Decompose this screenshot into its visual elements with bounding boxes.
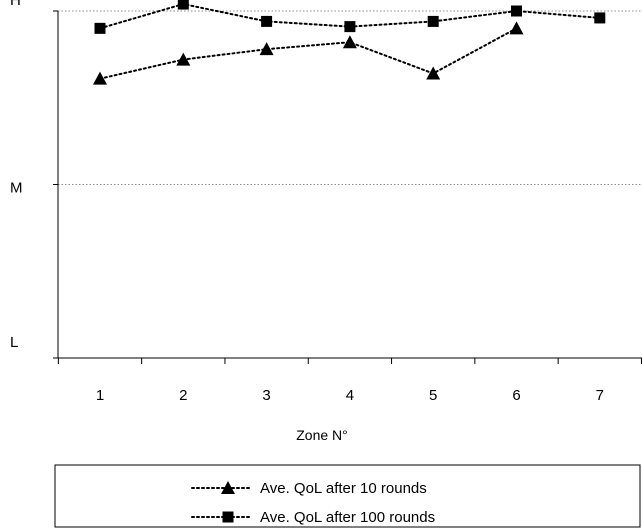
- legend-marker-1: [221, 481, 235, 494]
- series-1-point-4: [342, 35, 357, 49]
- series-2-point-3: [261, 15, 273, 27]
- y-tick-label-m: M: [10, 180, 23, 197]
- x-tick-labels: 1 2 3 4 5 6 7: [96, 387, 604, 404]
- x-tick-label-7: 7: [596, 387, 604, 404]
- y-tick-label-l: L: [10, 334, 18, 351]
- legend-label-1: Ave. QoL after 10 rounds: [260, 480, 427, 497]
- legend-box: [54, 464, 641, 528]
- x-tick-label-6: 6: [512, 387, 520, 404]
- series-1-point-3: [259, 42, 274, 56]
- x-axis-title: Zone N°: [296, 427, 348, 443]
- series-2-point-7: [594, 12, 606, 24]
- grid-layer: [58, 10, 642, 185]
- series-1-point-6: [509, 21, 524, 35]
- series-2-point-2: [177, 0, 189, 10]
- x-tick-label-4: 4: [346, 387, 354, 404]
- series-1: [93, 21, 524, 85]
- legend-item-1: Ave. QoL after 10 rounds: [191, 480, 427, 497]
- x-tick-label-2: 2: [179, 387, 187, 404]
- x-tick-label-3: 3: [262, 387, 270, 404]
- y-tick-labels: H M L: [10, 0, 23, 351]
- series-2: [94, 0, 606, 34]
- x-tick-label-1: 1: [96, 387, 104, 404]
- series-2-point-6: [511, 5, 522, 17]
- legend: Ave. QoL after 10 rounds Ave. QoL after 1…: [54, 464, 641, 528]
- series-1-point-5: [426, 66, 441, 80]
- legend-item-2: Ave. QoL after 100 rounds: [191, 509, 435, 526]
- series-2-point-4: [344, 21, 356, 33]
- series-1-line: [99, 27, 518, 80]
- series-2-point-1: [94, 22, 106, 34]
- y-tick-label-h: H: [10, 0, 21, 9]
- series-1-point-2: [176, 52, 191, 66]
- series-2-point-5: [427, 15, 439, 27]
- series-layer: [93, 0, 606, 85]
- legend-marker-2: [222, 511, 234, 523]
- axis-layer: [53, 10, 642, 364]
- x-tick-label-5: 5: [429, 387, 437, 404]
- legend-label-2: Ave. QoL after 100 rounds: [260, 509, 435, 526]
- series-1-point-1: [93, 71, 107, 85]
